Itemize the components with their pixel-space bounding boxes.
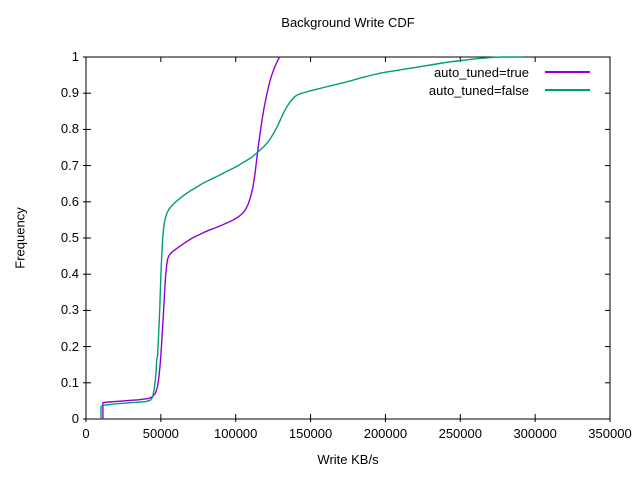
legend-label-auto-tuned-true: auto_tuned=true [433, 64, 529, 80]
x-tick-label: 100000 [214, 426, 258, 441]
x-tick-label: 150000 [288, 426, 333, 441]
y-tick-label: 1 [71, 49, 79, 64]
y-tick-label: 0.2 [60, 338, 79, 354]
plot-border [85, 56, 611, 420]
y-tick-label: 0.7 [60, 157, 79, 173]
legend-label-auto-tuned-false: auto_tuned=false [428, 82, 529, 98]
legend: auto_tuned=true auto_tuned=false [429, 63, 590, 99]
legend-line-sample-auto-tuned-true [545, 71, 590, 73]
y-tick-label: 0.8 [60, 121, 79, 137]
legend-item-auto-tuned-false: auto_tuned=false [429, 81, 590, 99]
legend-line-sample-auto-tuned-false [545, 89, 590, 91]
y-tick-label: 0.1 [60, 374, 79, 390]
chart-title: Background Write CDF [281, 15, 415, 30]
x-axis-label: Write KB/s [317, 452, 379, 467]
x-tick-label: 0 [82, 426, 90, 441]
x-tick-label: 50000 [142, 426, 179, 441]
legend-item-auto-tuned-true: auto_tuned=true [429, 63, 590, 81]
series-line-auto-tuned-false [100, 56, 524, 419]
x-tick-label: 200000 [363, 426, 408, 441]
y-tick-label: 0.3 [60, 302, 79, 318]
y-tick-label: 0.9 [60, 85, 79, 101]
y-tick-label: 0.5 [60, 230, 79, 245]
x-tick-label: 300000 [513, 426, 557, 441]
x-tick-label: 250000 [438, 426, 482, 441]
y-tick-label: 0 [71, 411, 79, 426]
x-tick-label: 350000 [588, 426, 632, 441]
y-tick-label: 0.6 [60, 193, 79, 209]
y-tick-label: 0.4 [60, 266, 79, 282]
series-line-auto-tuned-true [102, 56, 281, 419]
